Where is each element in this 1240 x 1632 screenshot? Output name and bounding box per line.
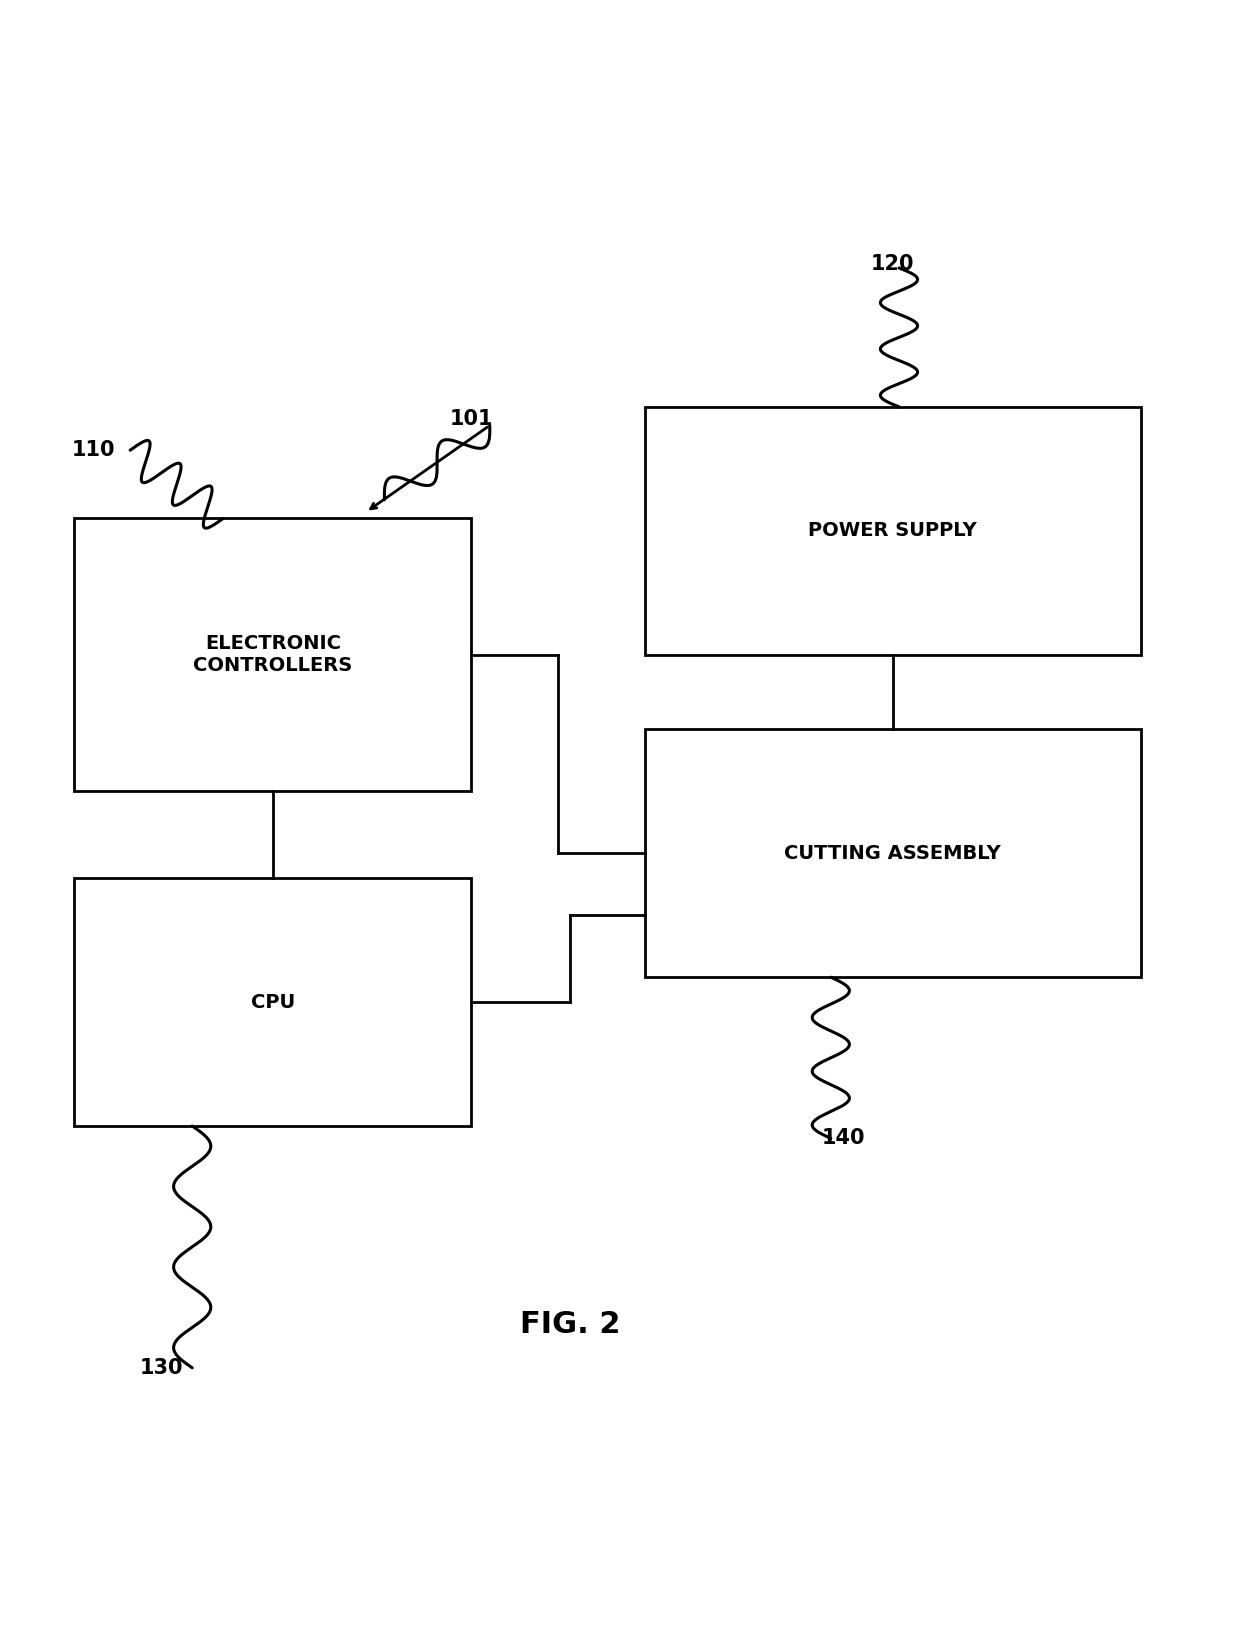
Text: 101: 101: [449, 410, 494, 429]
Text: CUTTING ASSEMBLY: CUTTING ASSEMBLY: [785, 844, 1001, 863]
Text: CPU: CPU: [250, 992, 295, 1012]
FancyBboxPatch shape: [645, 406, 1141, 654]
Text: 130: 130: [139, 1358, 184, 1377]
Text: POWER SUPPLY: POWER SUPPLY: [808, 521, 977, 540]
Text: 110: 110: [71, 441, 115, 460]
Text: FIG. 2: FIG. 2: [520, 1310, 621, 1338]
FancyBboxPatch shape: [74, 519, 471, 792]
Text: 120: 120: [870, 255, 915, 274]
Text: 140: 140: [821, 1128, 866, 1149]
Text: ELECTRONIC
CONTROLLERS: ELECTRONIC CONTROLLERS: [193, 635, 352, 676]
FancyBboxPatch shape: [645, 730, 1141, 978]
FancyBboxPatch shape: [74, 878, 471, 1126]
